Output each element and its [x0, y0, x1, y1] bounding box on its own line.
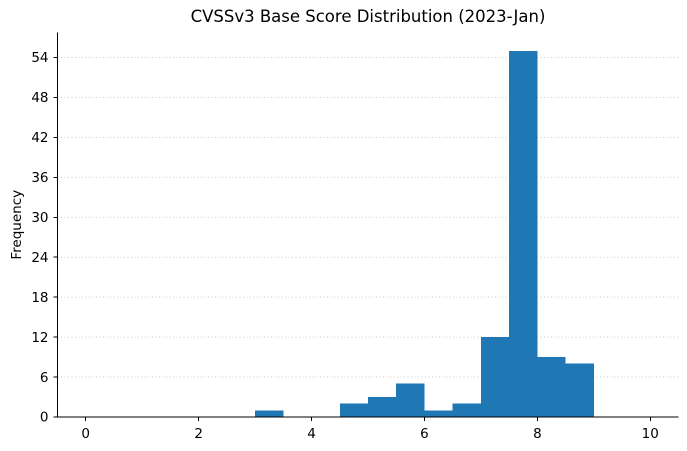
y-tick-label: 18 [31, 290, 48, 306]
chart-title: CVSSv3 Base Score Distribution (2023-Jan… [191, 7, 546, 26]
histogram-bar [424, 410, 453, 417]
y-tick-label: 54 [31, 50, 48, 66]
x-tick-label: 6 [420, 426, 429, 442]
x-tick-label: 8 [533, 426, 542, 442]
y-tick-label: 42 [31, 130, 48, 146]
x-tick-label: 10 [642, 426, 659, 442]
histogram-bar [509, 50, 538, 418]
y-tick-label: 24 [31, 250, 48, 266]
x-tick-label: 0 [81, 426, 90, 442]
y-axis-label: Frequency [9, 190, 25, 260]
y-tick-label: 48 [31, 90, 48, 106]
y-tick-label: 36 [31, 170, 48, 186]
histogram-bar [368, 397, 397, 417]
histogram-bar [452, 403, 481, 417]
y-tick-label: 30 [31, 210, 48, 226]
histogram-bar [537, 357, 566, 417]
bar-layer [255, 50, 594, 418]
histogram-bar [396, 383, 425, 417]
x-tick-label: 4 [307, 426, 316, 442]
histogram-bar [565, 363, 594, 417]
x-tick-label: 2 [194, 426, 203, 442]
y-tick-label: 12 [31, 330, 48, 346]
y-tick-label: 6 [40, 370, 49, 386]
y-tick-label: 0 [40, 410, 49, 426]
histogram-bar [480, 337, 510, 417]
histogram-bar [255, 410, 284, 417]
grid-layer [57, 56, 679, 378]
histogram-bar [339, 403, 368, 417]
